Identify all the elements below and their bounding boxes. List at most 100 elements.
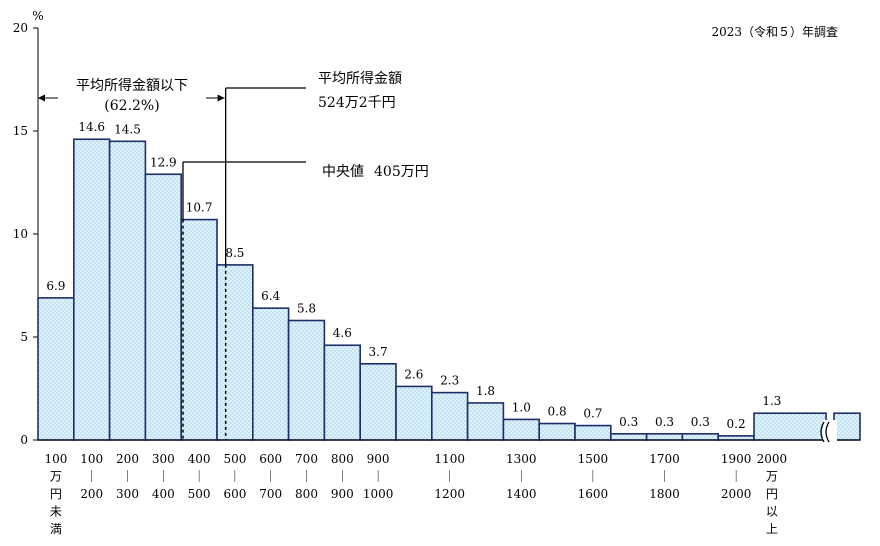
value-label: 0.3 [619,415,638,429]
bar [681,433,720,441]
x-tick-label: ｜ [515,470,527,484]
x-tick-label: 満 [50,522,62,536]
x-tick-label: ｜ [157,470,169,484]
value-label: 0.3 [691,415,710,429]
bar [395,385,433,441]
bar [645,433,684,441]
x-tick-label: ｜ [86,470,98,484]
bar [287,319,326,441]
value-label: 3.7 [369,345,388,359]
bar [216,264,254,441]
x-tick-label: 600 [223,487,246,501]
axis-break-mark [820,421,825,443]
bar [538,422,576,441]
axis-break-gap [823,420,837,446]
bar [753,412,827,441]
bar [180,218,218,441]
x-tick-label: ｜ [444,470,456,484]
x-tick-label: 700 [295,452,318,466]
x-tick-label: ｜ [300,470,312,484]
value-label: 0.2 [727,417,746,431]
x-tick-label: ｜ [372,470,384,484]
x-tick-label: 1300 [506,452,537,466]
bar [359,362,397,441]
x-tick-label: 未 [50,505,62,519]
y-tick-label: 15 [13,124,28,138]
x-tick-label: 1700 [649,452,680,466]
x-tick-label: ｜ [730,470,742,484]
x-axis [38,420,860,446]
x-tick-label: 100 [44,452,67,466]
bars [37,138,861,441]
bar [609,433,648,441]
axis-break-mark [825,421,830,443]
x-tick-label: 400 [188,452,211,466]
x-tick-label: 100 [80,452,103,466]
x-tick-label: 1500 [578,452,609,466]
x-tick-label: 300 [116,487,139,501]
x-tick-label: 1100 [434,452,465,466]
y-tick-label: 10 [13,227,28,241]
x-tick-label: ｜ [587,470,599,484]
x-tick-label: ｜ [265,470,277,484]
x-tick-label: ｜ [658,470,670,484]
x-tick-label: ｜ [193,470,205,484]
x-tick-label: 500 [223,452,246,466]
survey-note: 2023（令和５）年調査 [711,24,838,39]
value-label: 6.4 [261,289,280,303]
y-tick-label: 20 [13,21,28,35]
x-tick-label: 200 [80,487,103,501]
value-label: 2.3 [440,374,459,388]
value-label: 14.5 [114,122,141,136]
x-tick-label: 300 [152,452,175,466]
value-label: 0.7 [583,407,602,421]
median-label: 中央値 405万円 [322,164,429,180]
x-tick-label: 円 [50,487,62,501]
below-average-label: 平均所得金額以下 [76,77,188,94]
median-label-text: 中央値 [322,164,364,180]
bar-continuation [833,412,861,441]
y-tick-label: 0 [20,433,28,447]
x-tick-label: 600 [259,452,282,466]
x-tick-label: ｜ [336,470,348,484]
value-label: 12.9 [150,155,177,169]
arrowhead-left [38,94,45,102]
bar [717,435,755,441]
value-label: 0.8 [548,405,567,419]
arrowhead-right [217,94,225,102]
value-labels: 6.9 14.6 14.5 12.9 10.7 8.5 6.4 5.8 4.6 3.7 2.6 2.3… [46,120,781,431]
bar [574,424,612,441]
bar [108,140,147,441]
value-label: 1.3 [762,394,781,408]
bar [73,138,111,441]
value-label: 10.7 [186,201,213,215]
x-tick-label: 700 [259,487,282,501]
x-tick-label: 1000 [363,487,394,501]
x-tick-label: 400 [152,487,175,501]
bar [252,307,290,441]
y-axis: 0 5 10 15 20 [13,21,39,447]
x-tick-label: 1400 [506,487,537,501]
x-tick-label: 1900 [721,452,752,466]
x-tick-label: 1200 [434,487,465,501]
y-axis-unit: % [32,9,43,23]
bar [144,173,182,441]
value-label: 5.8 [297,302,316,316]
x-tick-label: 上 [766,522,778,536]
x-tick-label: 2000 [721,487,752,501]
x-tick-label: 900 [367,452,390,466]
x-tick-label: 500 [188,487,211,501]
x-tick-label: ｜ [121,470,133,484]
annotations: 平均所得金額以下 (62.2%) 平均所得金額 524万2千円 中央値 405万円 [38,70,429,440]
x-tick-label: 800 [331,452,354,466]
value-label: 1.0 [512,400,531,414]
value-label: 14.6 [78,120,105,134]
average-value: 524万2千円 [318,95,396,111]
x-tick-label: 800 [295,487,318,501]
x-tick-label: 2000 [757,452,788,466]
average-label: 平均所得金額 [318,70,402,87]
value-label: 4.6 [333,326,352,340]
bar [430,391,469,441]
bar [323,344,361,441]
